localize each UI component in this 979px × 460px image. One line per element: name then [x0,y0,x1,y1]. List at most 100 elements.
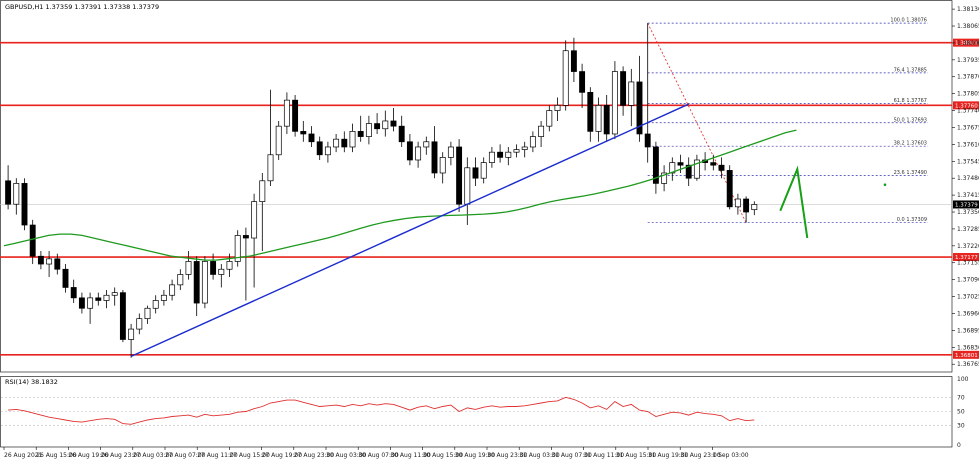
candle-bear [652,146,659,184]
sr-level-tag [953,101,979,110]
price-tick-label: 1.37480 [957,175,979,182]
projection-arrows [779,165,887,239]
sr-level-label: 1.37177 [955,255,978,261]
time-tick-label: 26 Aug 23:00 [101,452,142,459]
rsi-panel: RSI(14) 38.1832 100 70 50 30 0 [0,376,969,449]
price-tick-label: 1.36765 [957,361,979,368]
rsi-line [8,396,755,425]
sr-level-label: 1.38001 [955,41,978,47]
candle-bear [472,167,479,179]
price-tick-label: 1.38130 [957,6,979,13]
candle-bear [5,180,12,205]
candle-bull [46,258,53,265]
candle-bull [218,268,225,275]
trendline-group [130,103,689,358]
candle-bear [37,255,44,265]
price-tick-label: 1.37740 [957,108,979,115]
candle-bear [406,141,413,161]
candle-bear [341,138,348,148]
candle-bull [562,50,569,106]
candle-bear [70,287,77,299]
price-tick-label: 1.37870 [957,74,979,81]
candle-bull [144,307,151,320]
candles [5,23,758,358]
candle-bull [87,297,94,309]
candle-bull [234,235,241,262]
price-axis: 1.38130 1.38065 1.38000 1.37935 1.37870 1.378… [952,6,979,368]
candle-bear [242,235,249,239]
candle-bear [431,141,438,174]
fib-level-label: 23.6 1.37490 [894,170,927,176]
candle-bull [529,136,536,148]
sr-level-label: 1.36801 [955,353,978,359]
candle-bull [505,151,512,158]
time-tick-label: 31 Aug 15:00 [616,452,657,459]
candle-bull [554,105,561,111]
candle-bull [185,261,192,275]
time-tick-label: 26 Aug 19:00 [68,452,109,459]
candle-bull [13,183,20,205]
current-price-label: 1.37379 [955,202,978,208]
candle-bull [669,162,676,174]
candle-bull [226,261,233,270]
candle-bull [267,154,274,182]
rsi-tick-label: 100 [957,376,969,383]
candle-bear [308,133,315,143]
candle-bull [734,198,741,208]
candle-bear [718,164,725,171]
candle-bear [210,261,217,275]
candle-bear [726,170,733,208]
candle-bull [324,146,331,156]
fib-level-label: 50.0 1.37693 [894,117,927,123]
price-tick-label: 1.37935 [957,57,979,64]
sr-level-tag [953,38,979,47]
candle-bear [54,258,61,270]
candle-bull [111,292,118,296]
price-tick-label: 1.37155 [957,260,979,267]
candle-bear [587,91,594,132]
candle-bull [693,159,700,179]
candle-bull [103,294,110,301]
price-tick-label: 1.37675 [957,124,979,131]
candle-bull [275,125,282,156]
rsi-tick-label: 30 [957,423,965,430]
candle-bull [259,180,266,202]
rsi-tick-label: 70 [957,394,965,401]
fib-level-label: 61.8 1.37767 [894,98,927,104]
candle-bear [316,141,323,156]
price-tick-label: 1.37285 [957,226,979,233]
candle-bull [423,141,430,148]
price-tick-label: 1.37805 [957,91,979,98]
fib-level-label: 38.2 1.37603 [894,141,927,147]
symbol-info: GBPUSD,H1 1.37359 1.37391 1.37338 1.3737… [5,3,159,11]
time-tick-label: 30 Aug 23:00 [487,452,528,459]
candle-bear [292,99,299,132]
candle-bull [595,105,602,132]
candle-bull [349,131,356,148]
time-tick-label: 31 Aug 23:00 [680,452,721,459]
candle-bull [488,151,495,163]
moving-average [3,129,797,261]
candle-bear [456,146,463,205]
candle-bear [300,131,307,135]
candle-bear [374,123,381,130]
price-tick-label: 1.37090 [957,277,979,284]
price-tick-label: 1.37415 [957,192,979,199]
candle-bear [685,164,692,179]
price-tick-label: 1.37220 [957,243,979,250]
time-tick-label: 26 Aug 15:00 [36,452,77,459]
candle-bear [29,224,36,257]
candle-bull [546,110,553,127]
candle-bear [743,198,750,213]
projection-arrow-path [779,165,809,239]
fib-level-label: 76.4 1.37885 [894,67,927,73]
candle-bull [169,284,176,296]
time-tick-label: 27 Aug 07:00 [165,452,206,459]
candle-bear [62,268,69,288]
time-tick-label: 31 Aug 07:00 [551,452,592,459]
candle-bull [160,294,167,301]
time-tick-label: 27 Aug 03:00 [133,452,174,459]
candle-bear [644,133,651,148]
moving-average-line [3,129,797,261]
time-tick-label: 26 Aug 2021 [4,452,43,459]
